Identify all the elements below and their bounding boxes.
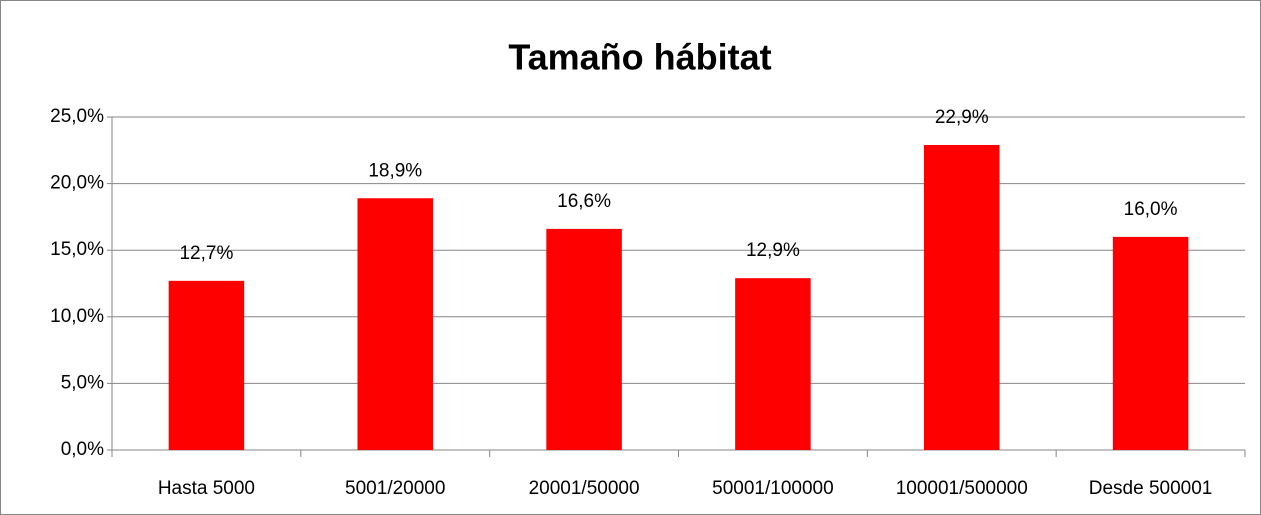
x-tick-label: 20001/50000 <box>529 478 640 499</box>
data-label: 16,6% <box>557 191 611 212</box>
y-tick-label: 15,0% <box>50 239 104 260</box>
bar <box>168 280 245 450</box>
data-label: 22,9% <box>935 107 989 128</box>
x-tick-label: 5001/20000 <box>345 478 445 499</box>
bar <box>923 144 1000 451</box>
bar <box>546 228 622 450</box>
y-tick-label: 20,0% <box>50 173 104 194</box>
data-label: 12,7% <box>179 243 233 264</box>
x-tick-label: Desde 500001 <box>1089 478 1213 499</box>
x-tick-label: 100001/500000 <box>896 478 1028 499</box>
y-tick-label: 5,0% <box>61 372 104 393</box>
x-tick-label: 50001/100000 <box>712 478 834 499</box>
data-label: 12,9% <box>746 240 800 261</box>
chart-title: Tamaño hábitat <box>508 37 771 78</box>
y-tick-label: 10,0% <box>50 306 104 327</box>
bar <box>1112 236 1189 450</box>
x-tick-label: Hasta 5000 <box>158 478 255 499</box>
data-label: 16,0% <box>1124 199 1178 220</box>
bar <box>735 278 811 450</box>
bar <box>357 198 434 450</box>
data-label: 18,9% <box>368 160 422 181</box>
y-tick-label: 25,0% <box>50 106 104 127</box>
y-tick-label: 0,0% <box>61 439 104 460</box>
